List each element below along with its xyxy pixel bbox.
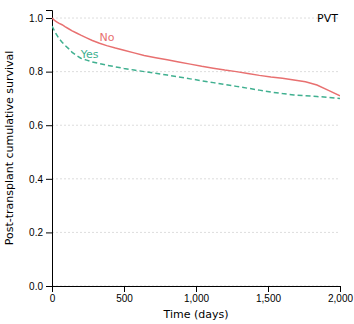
line (52, 26, 340, 98)
grid-line (52, 178, 340, 179)
lines (52, 18, 340, 98)
tick-mark (46, 72, 52, 73)
tick-label: 2,000 (328, 293, 353, 304)
grid-line (52, 18, 340, 19)
tick-mark (124, 286, 125, 292)
tick: 0 (50, 286, 56, 304)
tick-label: 0 (50, 293, 56, 304)
tick-label: 1,000 (184, 293, 209, 304)
grid (52, 18, 340, 286)
tick-label: 0.6 (29, 120, 43, 131)
tick-mark (46, 232, 52, 233)
tick-label: 0.0 (29, 281, 43, 292)
tick-mark (340, 286, 341, 292)
grid-line (52, 232, 340, 233)
annotation: Yes (80, 48, 99, 61)
annotations: NoYes PVT (80, 12, 338, 61)
tick: 0.4 (29, 174, 52, 185)
x-axis: 0 500 1,000 1,500 2,000 (50, 286, 354, 304)
tick-label: 0.8 (29, 66, 43, 77)
tick-label: 0.2 (29, 227, 43, 238)
line (52, 18, 340, 96)
grid-line (52, 71, 340, 72)
tick-mark (46, 18, 52, 19)
tick: 1.0 (29, 13, 52, 24)
tick-mark (46, 125, 52, 126)
chart: 0 500 1,000 1,500 2,000 0.0 0.2 0.4 0.6 0.8 1.0 NoY… (0, 0, 354, 324)
tick: 2,000 (328, 286, 353, 304)
tick-mark (46, 286, 52, 287)
tick-label: 500 (116, 293, 133, 304)
tick-mark (196, 286, 197, 292)
tick-label: 1.0 (29, 13, 43, 24)
tick-label: 1,500 (256, 293, 281, 304)
tick-mark (268, 286, 269, 292)
x-axis-title: Time (days) (163, 308, 229, 321)
tick-mark (46, 179, 52, 180)
tick-label: 0.4 (29, 174, 43, 185)
tick: 0.0 (29, 281, 52, 292)
tick: 1,500 (256, 286, 281, 304)
plot-area: 0 500 1,000 1,500 2,000 0.0 0.2 0.4 0.6 0.8 1.0 NoY… (29, 11, 353, 305)
axis-line (46, 11, 53, 287)
grid-line (52, 125, 340, 126)
tick: 0.2 (29, 227, 52, 238)
tick: 0.6 (29, 120, 52, 131)
axis-line (53, 287, 341, 293)
y-axis-title: Post-transplant cumulative survival (3, 51, 16, 246)
annotation: No (100, 31, 115, 44)
tick: 500 (116, 286, 133, 304)
tick: 1,000 (184, 286, 209, 304)
annotation: PVT (317, 12, 338, 25)
tick: 0.8 (29, 66, 52, 77)
y-axis: 0.0 0.2 0.4 0.6 0.8 1.0 (29, 11, 52, 292)
